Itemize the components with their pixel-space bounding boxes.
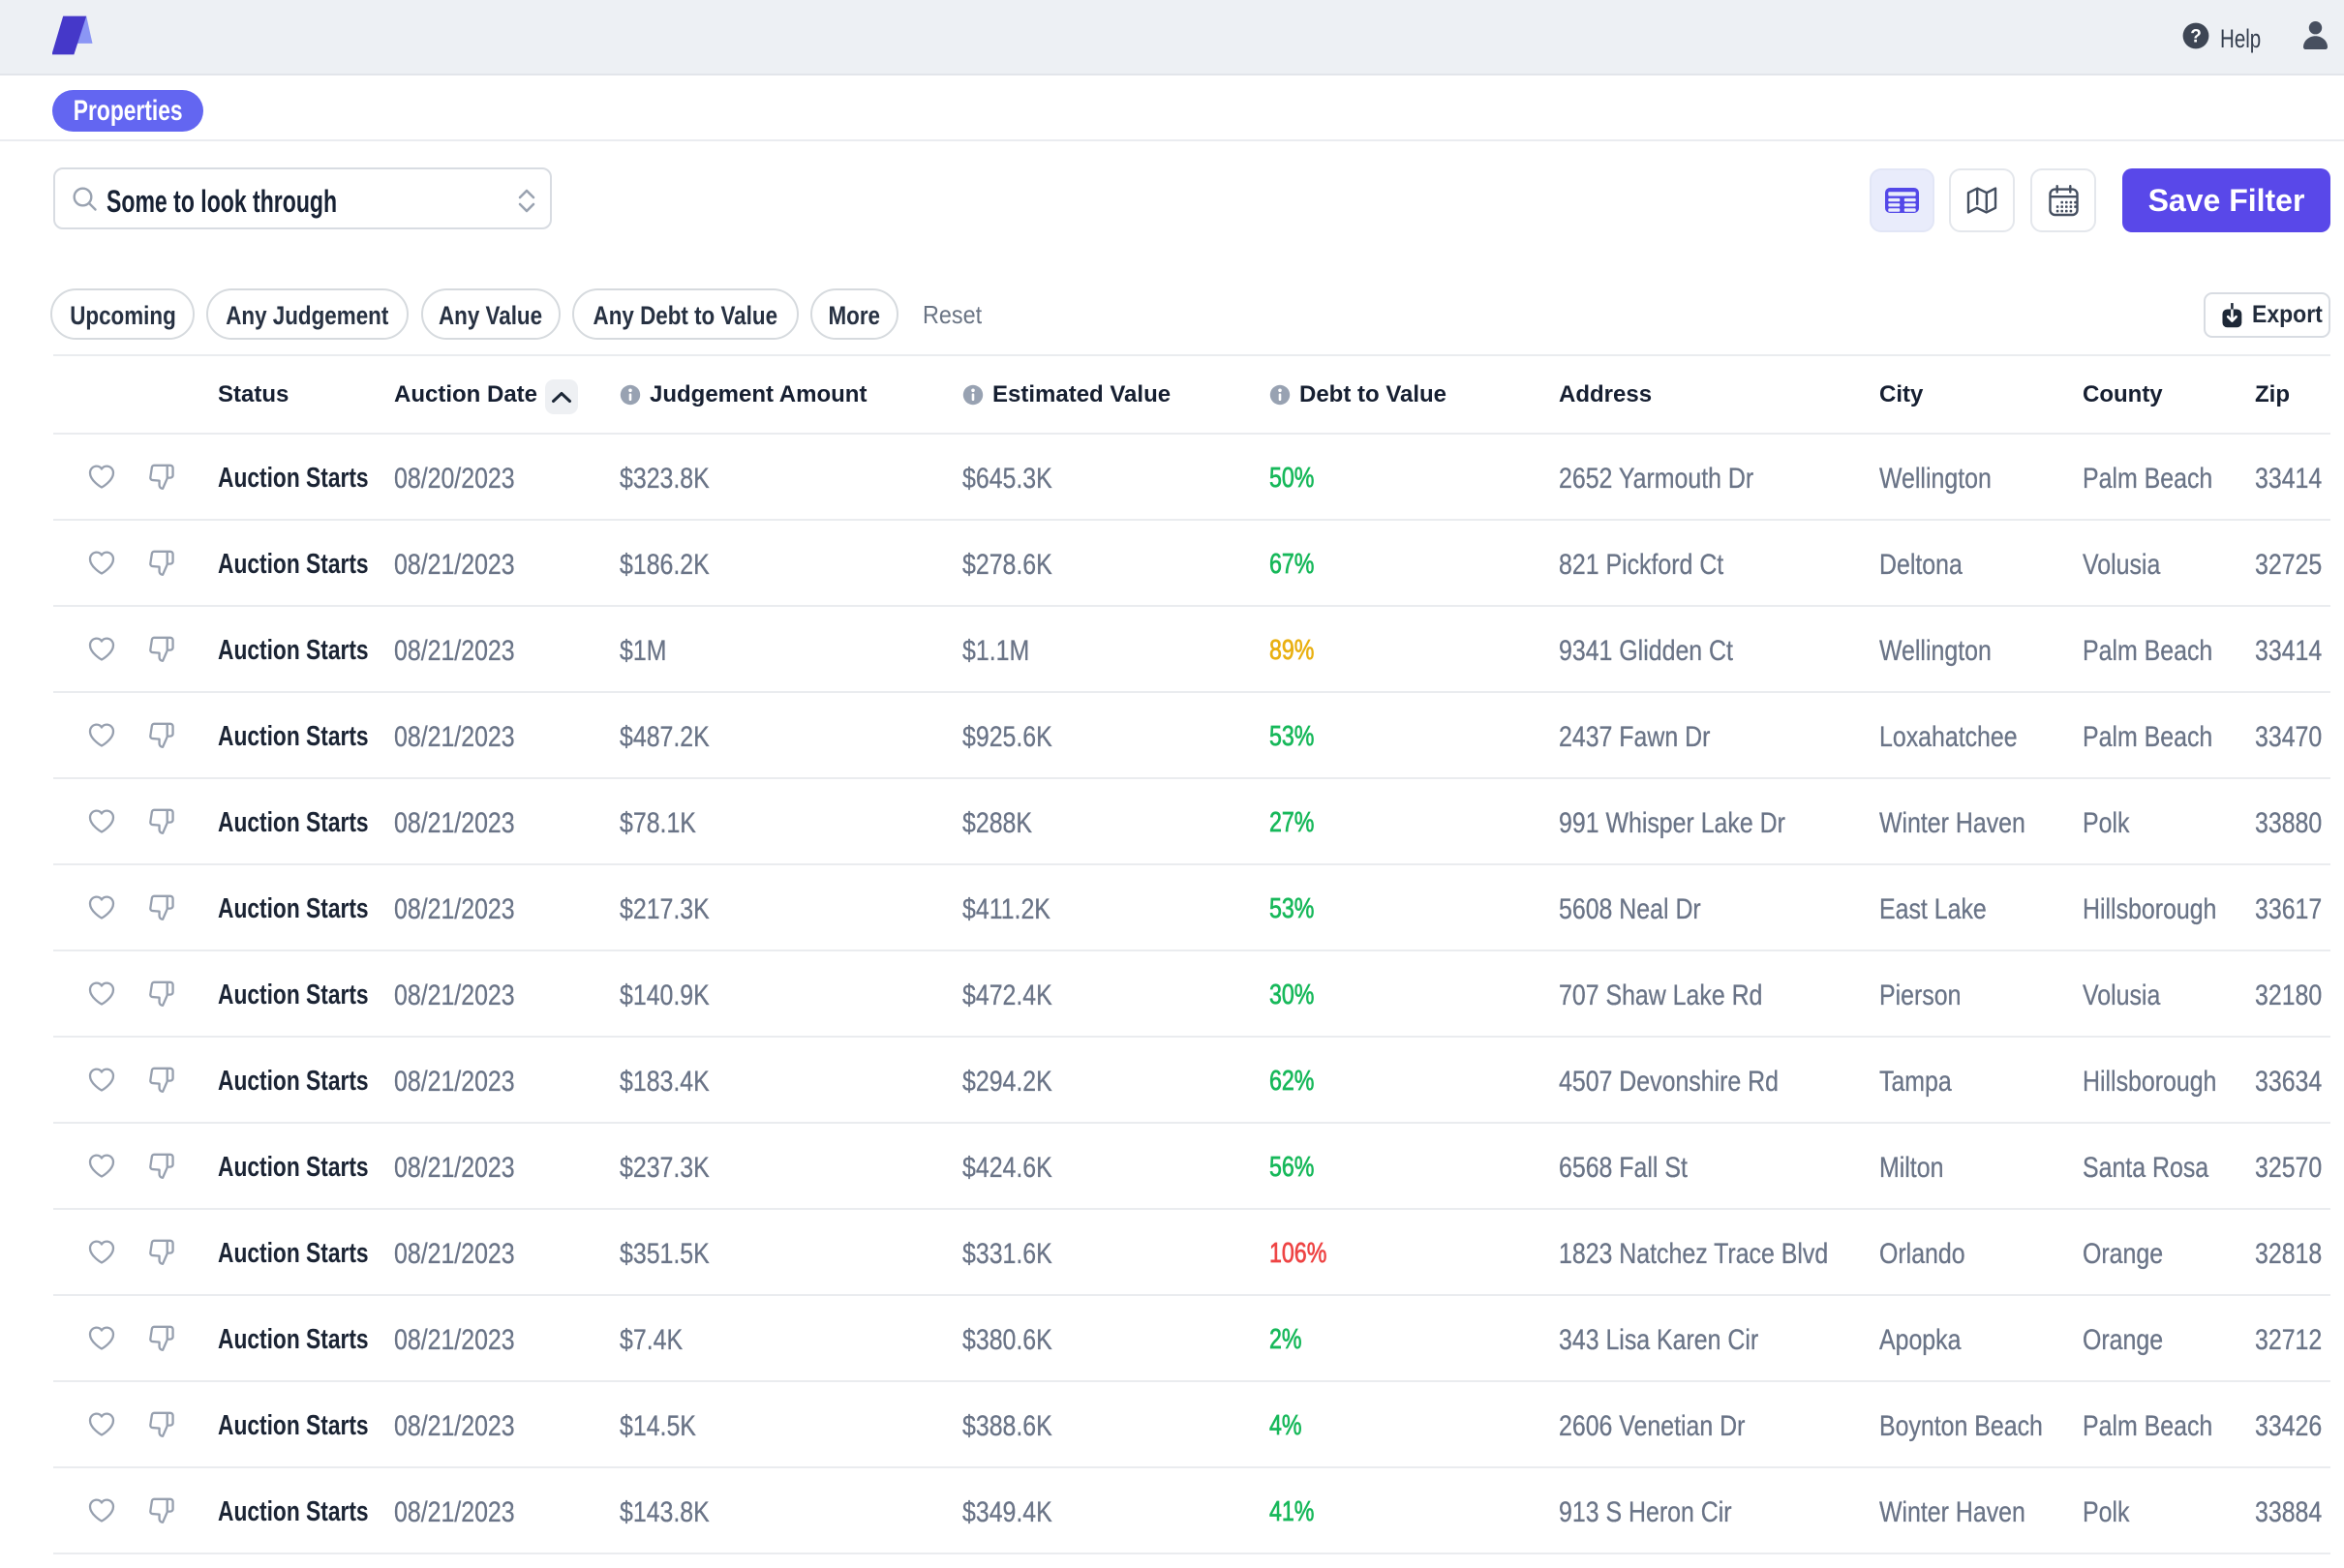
- svg-text:?: ?: [2190, 27, 2202, 47]
